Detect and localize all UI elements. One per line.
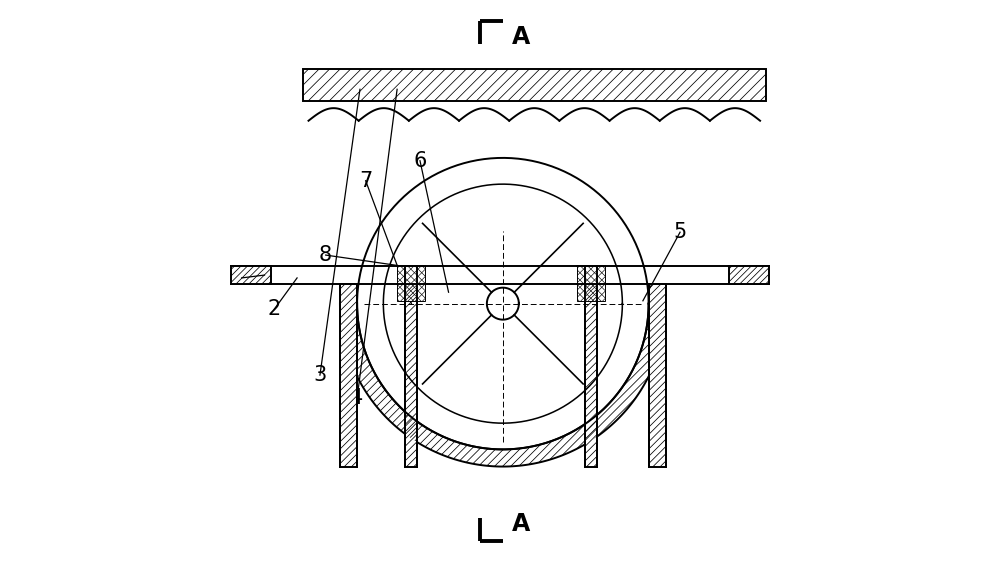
- Text: 3: 3: [313, 365, 327, 385]
- Polygon shape: [340, 304, 666, 466]
- Polygon shape: [340, 284, 357, 466]
- Polygon shape: [231, 266, 271, 284]
- Polygon shape: [397, 266, 425, 301]
- Text: A: A: [511, 25, 530, 49]
- Polygon shape: [649, 284, 666, 466]
- Text: 6: 6: [413, 151, 427, 171]
- Polygon shape: [577, 266, 605, 301]
- Text: 1: 1: [235, 268, 248, 288]
- Text: 2: 2: [268, 299, 281, 319]
- Polygon shape: [303, 69, 766, 101]
- Polygon shape: [405, 284, 417, 466]
- Polygon shape: [585, 284, 597, 466]
- Text: 7: 7: [359, 171, 372, 191]
- Text: 4: 4: [350, 388, 364, 408]
- Text: A: A: [511, 512, 530, 536]
- Text: 5: 5: [673, 222, 687, 242]
- Polygon shape: [729, 266, 769, 284]
- Text: 8: 8: [319, 245, 332, 265]
